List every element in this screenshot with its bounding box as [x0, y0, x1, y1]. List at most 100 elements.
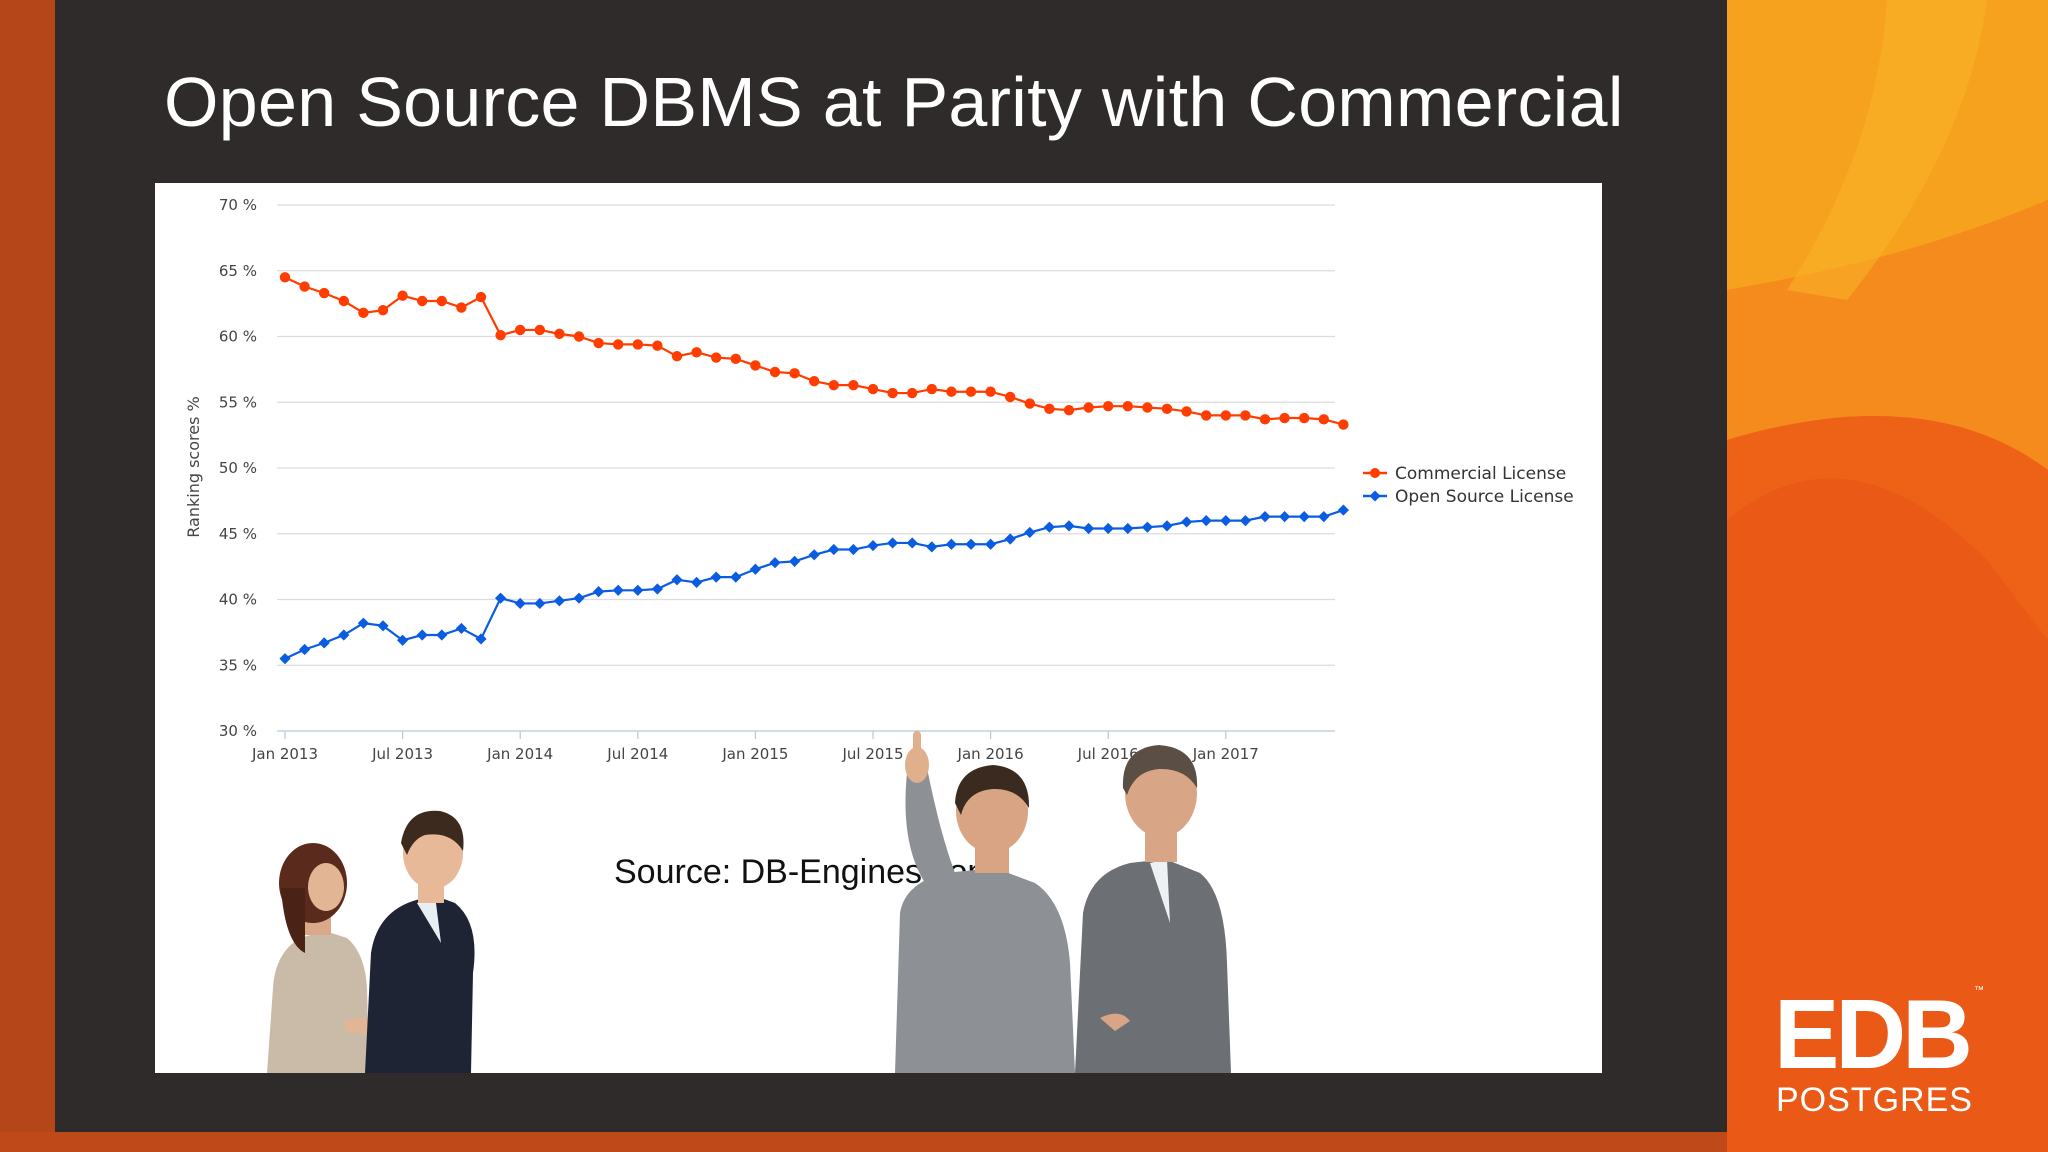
data-point [710, 571, 722, 583]
legend-swatch-marker [1370, 468, 1380, 478]
data-point [299, 281, 310, 292]
data-point [965, 386, 977, 397]
legend-item: Open Source License [1363, 487, 1574, 507]
data-point [769, 366, 781, 378]
data-point [279, 653, 291, 665]
data-point [358, 307, 369, 319]
data-point [1200, 515, 1212, 527]
data-point [514, 597, 526, 610]
data-point [534, 324, 545, 336]
data-point [1181, 406, 1192, 417]
data-point [554, 328, 565, 340]
data-point [965, 538, 977, 550]
chart-legend: Commercial License Open Source License [1363, 464, 1574, 507]
data-point [652, 340, 663, 351]
data-point [1063, 404, 1075, 416]
data-point [1102, 522, 1114, 535]
legend-item: Commercial License [1363, 464, 1566, 484]
data-point [671, 351, 683, 362]
data-point [1259, 414, 1271, 425]
data-point [1201, 410, 1212, 421]
data-point [946, 386, 957, 397]
data-point [495, 592, 507, 604]
slide-title: Open Source DBMS at Parity with Commerci… [164, 63, 1624, 141]
data-point [475, 633, 487, 645]
x-tick-label: Jan 2013 [251, 745, 318, 763]
data-point [416, 629, 428, 641]
gridlines [277, 204, 1335, 732]
data-point [848, 379, 859, 391]
data-point [808, 549, 820, 561]
data-point [926, 541, 938, 553]
brand-panel-shapes [1727, 0, 2048, 1152]
data-point [1004, 533, 1016, 545]
data-point [867, 539, 879, 552]
x-tick-label: Jan 2017 [1192, 745, 1259, 763]
data-point [338, 295, 349, 307]
data-point [534, 597, 546, 610]
y-axis-tick-labels: 30 % 35 % 40 % 45 % 50 % 55 % 60 % 65 % 70 % [219, 196, 257, 740]
data-point [828, 379, 839, 391]
y-tick-label: 60 % [219, 328, 257, 346]
data-point [887, 387, 898, 399]
edb-postgres-logo: EDB ™ POSTGRES [1774, 979, 1984, 1119]
data-point [318, 637, 330, 649]
x-axis-tick-labels: Jan 2013 Jul 2013 Jan 2014 Jul 2014 Jan 2015… [251, 731, 1259, 763]
young-man-figure [365, 810, 475, 1073]
data-point [1298, 511, 1310, 523]
line-chart: 30 % 35 % 40 % 45 % 50 % 55 % 60 % 65 % 70 % Jan… [184, 196, 1574, 763]
y-tick-label: 70 % [219, 196, 257, 214]
data-point [750, 360, 761, 371]
data-point [319, 287, 330, 299]
data-point [906, 537, 918, 549]
data-point [436, 295, 447, 307]
chart-panel: 30 % 35 % 40 % 45 % 50 % 55 % 60 % 65 % 70 % Jan… [155, 183, 1602, 1073]
x-tick-label: Jan 2016 [957, 745, 1024, 763]
x-tick-label: Jul 2013 [371, 745, 433, 763]
data-point [593, 337, 604, 349]
data-point [417, 295, 428, 307]
data-point [907, 387, 918, 399]
data-point [475, 291, 487, 303]
data-point [1122, 522, 1134, 535]
x-tick-label: Jan 2014 [486, 745, 553, 763]
logo-trademark: ™ [1974, 985, 1984, 996]
logo-wordmark: EDB [1774, 979, 1973, 1089]
data-point [279, 272, 291, 283]
business-people-illustration [267, 731, 1231, 1073]
y-tick-label: 35 % [219, 656, 257, 674]
data-point [711, 352, 722, 363]
data-point [867, 383, 879, 395]
data-point [926, 383, 937, 395]
data-point [691, 576, 703, 589]
y-tick-label: 55 % [219, 393, 257, 411]
data-point [573, 331, 585, 342]
data-point [1338, 419, 1349, 430]
data-point [1259, 511, 1271, 523]
data-point [769, 557, 781, 569]
data-point [1279, 511, 1291, 523]
x-tick-label: Jul 2015 [841, 745, 903, 763]
data-point [887, 537, 899, 549]
data-point [1181, 516, 1193, 528]
bottom-accent-bar [0, 1132, 2048, 1152]
y-tick-label: 30 % [219, 722, 257, 740]
y-axis-title: Ranking scores % [184, 396, 203, 537]
data-point [1279, 412, 1290, 424]
series-commercial-license [279, 272, 1349, 430]
data-point [945, 538, 957, 550]
data-point [671, 574, 683, 586]
data-point [1024, 398, 1035, 409]
data-point [397, 290, 408, 301]
data-point [789, 555, 801, 567]
data-point [1141, 521, 1153, 533]
legend-label: Open Source License [1395, 487, 1574, 507]
legend-label: Commercial License [1395, 464, 1566, 484]
data-point [377, 305, 389, 316]
data-point [691, 347, 702, 358]
data-point [789, 368, 800, 379]
y-tick-label: 40 % [219, 591, 257, 609]
data-point [612, 584, 624, 596]
data-point [847, 543, 859, 556]
logo-subtitle: POSTGRES [1776, 1081, 1973, 1119]
